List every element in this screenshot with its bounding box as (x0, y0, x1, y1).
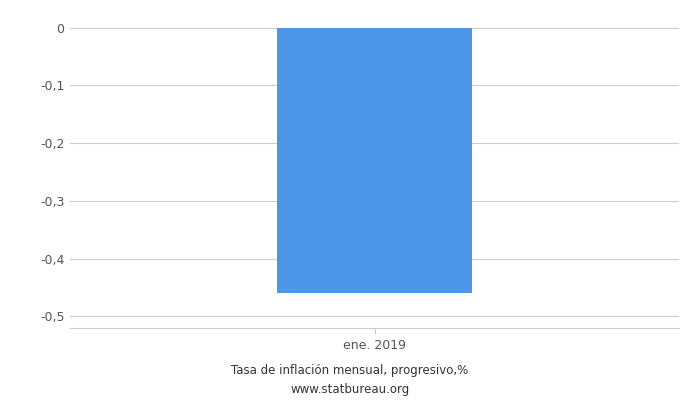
Text: Tasa de inflación mensual, progresivo,%
www.statbureau.org: Tasa de inflación mensual, progresivo,% … (232, 364, 468, 396)
Bar (276, 28, 472, 293)
